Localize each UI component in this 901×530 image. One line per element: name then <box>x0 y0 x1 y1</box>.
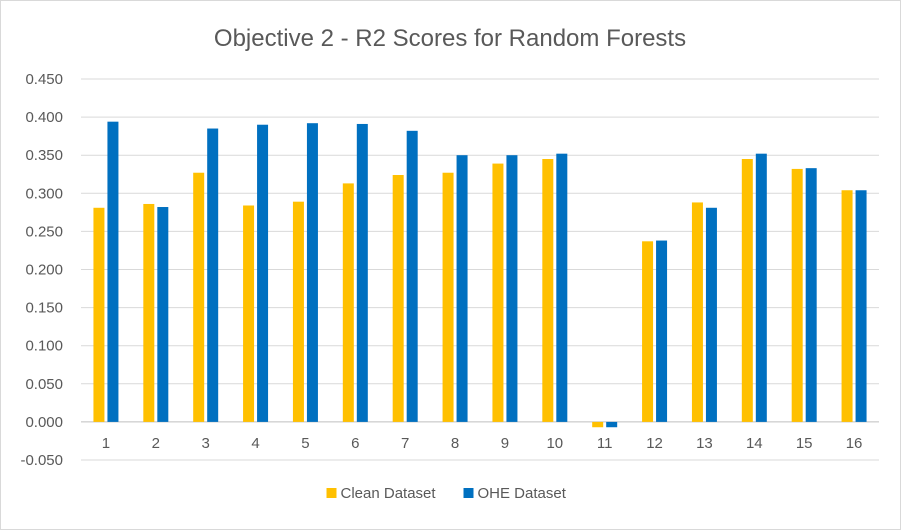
bar-ohe-10 <box>556 153 568 422</box>
legend-swatch-ohe <box>463 488 474 498</box>
bar-clean-5 <box>292 201 304 422</box>
legend: Clean Dataset OHE Dataset <box>326 485 567 502</box>
x-axis-ticks: 1 2 3 4 5 6 7 8 9 10 11 12 13 14 15 16 <box>102 435 863 452</box>
y-tick-label: 0.300 <box>25 185 63 202</box>
bar-clean-9 <box>492 163 504 422</box>
x-tick-label: 3 <box>202 435 210 452</box>
bar-clean-6 <box>342 183 354 422</box>
y-tick-label: 0.450 <box>25 71 63 88</box>
x-tick-label: 6 <box>351 435 359 452</box>
y-tick-label: 0.100 <box>25 338 63 355</box>
x-tick-label: 10 <box>546 435 563 452</box>
x-tick-label: 7 <box>401 435 409 452</box>
x-tick-label: 13 <box>696 435 713 452</box>
bar-ohe-4 <box>257 124 269 422</box>
bar-ohe-7 <box>406 130 418 422</box>
y-axis-ticks: 0.450 0.400 0.350 0.300 0.250 0.200 0.150 0.100… <box>20 71 63 469</box>
chart-title: Objective 2 - R2 Scores for Random Fores… <box>214 25 686 52</box>
bar-clean-11 <box>592 421 604 428</box>
bar-ohe-3 <box>207 128 219 422</box>
bar-ohe-5 <box>306 123 318 422</box>
bar-ohe-8 <box>456 155 468 422</box>
x-tick-label: 16 <box>846 435 863 452</box>
bars <box>93 121 867 428</box>
x-tick-label: 4 <box>251 435 259 452</box>
x-tick-label: 8 <box>451 435 459 452</box>
y-tick-label: 0.000 <box>25 414 63 431</box>
bar-ohe-15 <box>805 168 817 422</box>
x-tick-label: 12 <box>646 435 663 452</box>
bar-clean-14 <box>741 159 753 422</box>
bar-clean-3 <box>193 172 205 422</box>
bar-clean-1 <box>93 207 105 422</box>
bar-clean-7 <box>392 175 404 422</box>
y-tick-label: 0.400 <box>25 109 63 126</box>
y-tick-label: 0.250 <box>25 223 63 240</box>
bar-ohe-6 <box>356 123 368 422</box>
legend-label-clean: Clean Dataset <box>341 485 437 502</box>
bar-clean-15 <box>791 168 803 422</box>
bar-clean-16 <box>841 190 853 422</box>
y-tick-label: 0.150 <box>25 300 63 317</box>
x-tick-label: 1 <box>102 435 110 452</box>
bar-clean-12 <box>642 241 654 422</box>
legend-swatch-clean <box>326 488 337 498</box>
bar-clean-2 <box>143 203 155 422</box>
bar-clean-8 <box>442 172 454 422</box>
y-tick-label: 0.200 <box>25 262 63 279</box>
bar-clean-10 <box>542 159 554 422</box>
bar-ohe-2 <box>157 207 169 422</box>
bar-clean-4 <box>243 205 255 422</box>
bar-ohe-13 <box>705 207 717 422</box>
bar-ohe-9 <box>506 155 518 422</box>
x-tick-label: 9 <box>501 435 509 452</box>
x-tick-label: 2 <box>152 435 160 452</box>
bar-ohe-16 <box>855 190 867 422</box>
x-tick-label: 11 <box>597 435 613 452</box>
bar-ohe-11 <box>606 421 618 428</box>
x-tick-label: 5 <box>301 435 309 452</box>
y-tick-label: -0.050 <box>20 452 63 469</box>
bar-ohe-14 <box>755 153 767 422</box>
legend-label-ohe: OHE Dataset <box>478 485 567 502</box>
y-tick-label: 0.350 <box>25 147 63 164</box>
y-tick-label: 0.050 <box>25 376 63 393</box>
bar-clean-13 <box>691 202 703 422</box>
bar-ohe-12 <box>656 240 668 422</box>
x-tick-label: 14 <box>746 435 763 452</box>
x-tick-label: 15 <box>796 435 813 452</box>
bar-ohe-1 <box>107 121 119 422</box>
